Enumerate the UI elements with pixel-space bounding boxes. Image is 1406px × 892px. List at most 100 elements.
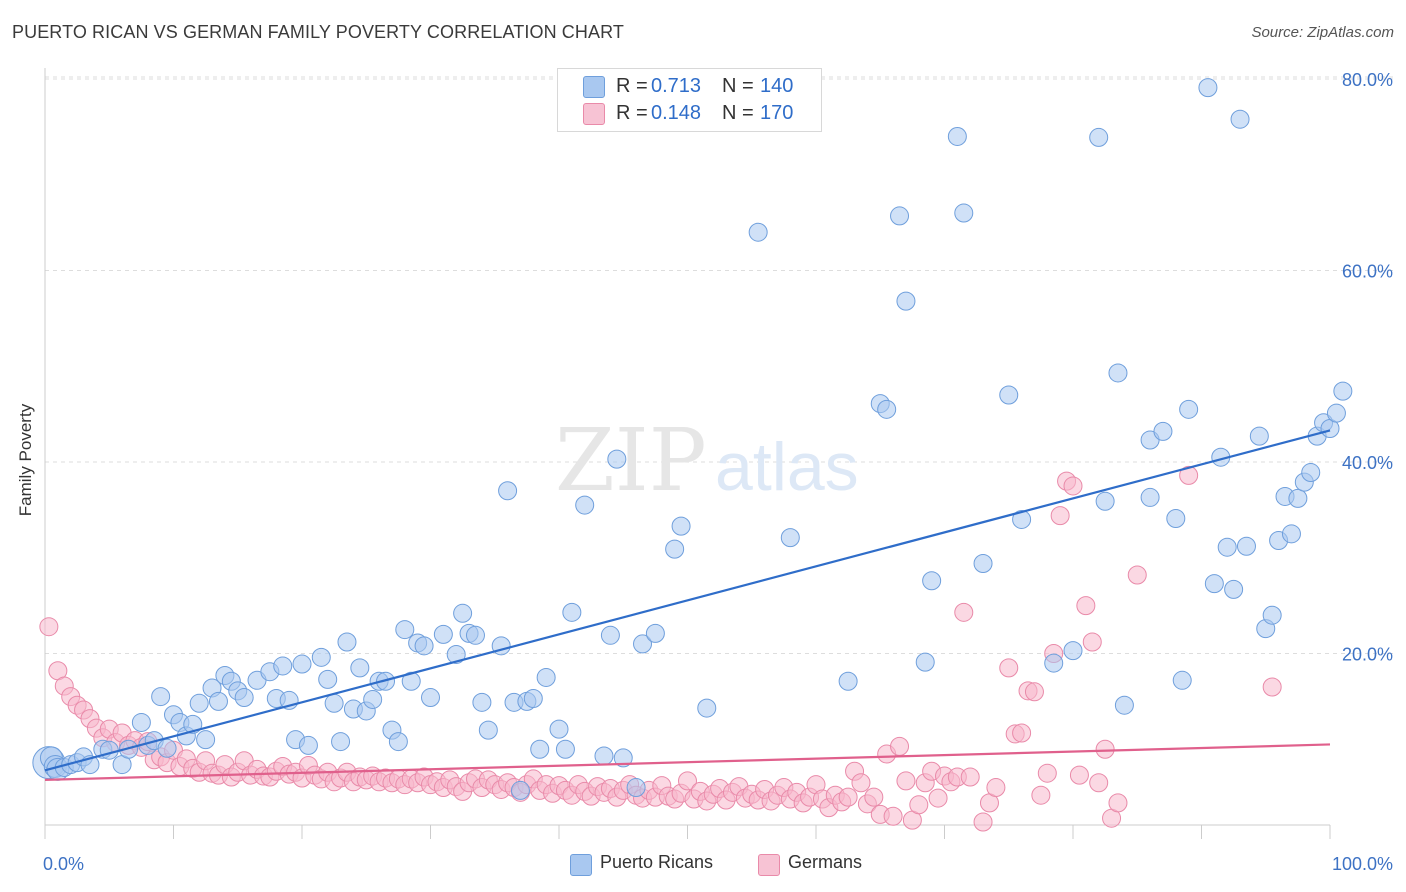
data-point-puerto-ricans (633, 634, 653, 654)
data-point-puerto-ricans (549, 719, 569, 739)
data-point-puerto-ricans (838, 671, 858, 691)
data-point-puerto-ricans (1326, 403, 1346, 423)
data-point-germans (1179, 465, 1199, 485)
y-tick-label: 40.0% (1342, 453, 1393, 473)
data-point-puerto-ricans (1198, 78, 1218, 98)
legend-series: Puerto Ricans Germans (0, 852, 1406, 878)
data-point-germans (864, 787, 884, 807)
data-point-germans (999, 658, 1019, 678)
data-point-puerto-ricans (510, 780, 530, 800)
data-point-puerto-ricans (600, 625, 620, 645)
legend-n-label: N = (722, 102, 754, 124)
legend-r-value: 0.148 (651, 102, 702, 124)
data-point-puerto-ricans (388, 732, 408, 752)
data-point-puerto-ricans (523, 689, 543, 709)
data-point-puerto-ricans (401, 671, 421, 691)
legend-n-value: 140 (760, 75, 794, 97)
data-point-germans (1127, 565, 1147, 585)
data-point-puerto-ricans (1230, 109, 1250, 129)
data-point-puerto-ricans (922, 571, 942, 591)
data-point-germans (928, 788, 948, 808)
trend-lines (44, 429, 1331, 781)
data-point-puerto-ricans (292, 654, 312, 674)
data-point-germans (973, 812, 993, 832)
data-point-germans (896, 771, 916, 791)
data-point-puerto-ricans (999, 385, 1019, 405)
data-point-puerto-ricans (318, 669, 338, 689)
data-point-puerto-ricans (562, 602, 582, 622)
data-point-germans (838, 787, 858, 807)
data-point-puerto-ricans (472, 692, 492, 712)
data-point-puerto-ricans (324, 693, 344, 713)
y-tick-label: 20.0% (1342, 645, 1393, 665)
data-point-puerto-ricans (1301, 463, 1321, 483)
data-point-puerto-ricans (1172, 670, 1192, 690)
data-point-puerto-ricans (594, 746, 614, 766)
y-tick-label: 80.0% (1342, 70, 1393, 90)
legend-swatch-blue (570, 854, 592, 876)
legend-row-germans: R = 0.148 N = 170 (558, 102, 821, 128)
data-point-puerto-ricans (1153, 421, 1173, 441)
data-point-puerto-ricans (1262, 605, 1282, 625)
data-point-puerto-ricans (99, 740, 119, 760)
data-point-germans (954, 602, 974, 622)
y-axis-label-wrap: Family Poverty (6, 360, 46, 560)
y-axis-label: Family Poverty (16, 403, 35, 517)
data-point-puerto-ricans (671, 516, 691, 536)
data-point-puerto-ricans (183, 714, 203, 734)
data-point-puerto-ricans (1217, 537, 1237, 557)
data-point-puerto-ricans (1179, 399, 1199, 419)
legend-n-label: N = (722, 75, 754, 97)
data-point-germans (1050, 506, 1070, 526)
legend-swatch-pink (583, 103, 605, 125)
trend-line-puerto-ricans (44, 429, 1331, 772)
data-point-puerto-ricans (1236, 536, 1256, 556)
data-point-puerto-ricans (1224, 579, 1244, 599)
chart-title: PUERTO RICAN VS GERMAN FAMILY POVERTY CO… (12, 22, 624, 42)
data-point-puerto-ricans (1333, 381, 1353, 401)
germans-points (39, 465, 1282, 832)
data-point-puerto-ricans (196, 730, 216, 750)
data-point-puerto-ricans (1166, 508, 1186, 528)
data-point-puerto-ricans (1204, 574, 1224, 594)
data-point-puerto-ricans (954, 203, 974, 223)
data-point-puerto-ricans (453, 603, 473, 623)
legend-r-label: R = (616, 102, 648, 124)
data-point-puerto-ricans (1044, 653, 1064, 673)
data-point-puerto-ricans (1089, 127, 1109, 147)
data-point-puerto-ricans (1281, 524, 1301, 544)
data-point-puerto-ricans (613, 748, 633, 768)
legend-swatch-blue (583, 76, 605, 98)
data-point-puerto-ricans (896, 291, 916, 311)
legend-swatch-pink (758, 854, 780, 876)
data-point-puerto-ricans (414, 636, 434, 656)
watermark-atlas: atlas (715, 429, 859, 505)
data-point-germans (1082, 632, 1102, 652)
data-point-germans (909, 795, 929, 815)
data-point-puerto-ricans (208, 691, 228, 711)
data-point-germans (1024, 682, 1044, 702)
data-point-puerto-ricans (973, 553, 993, 573)
data-point-puerto-ricans (665, 539, 685, 559)
data-point-germans (851, 773, 871, 793)
data-point-puerto-ricans (478, 720, 498, 740)
data-point-germans (1108, 793, 1128, 813)
data-point-puerto-ricans (607, 449, 627, 469)
data-point-germans (890, 736, 910, 756)
legend-label: Germans (788, 852, 863, 872)
x-tick-label: 0.0% (43, 854, 84, 874)
data-point-puerto-ricans (697, 698, 717, 718)
x-tick-label: 100.0% (1332, 854, 1393, 874)
data-point-germans (1012, 723, 1032, 743)
source-label: Source: ZipAtlas.com (1251, 24, 1394, 41)
y-tick-label: 60.0% (1342, 262, 1393, 282)
data-point-puerto-ricans (131, 712, 151, 732)
data-point-puerto-ricans (395, 620, 415, 640)
data-point-puerto-ricans (337, 632, 357, 652)
data-point-puerto-ricans (555, 739, 575, 759)
data-point-puerto-ricans (498, 481, 518, 501)
legend-r-value: 0.713 (651, 75, 702, 97)
data-point-puerto-ricans (1108, 363, 1128, 383)
data-point-germans (1076, 596, 1096, 616)
data-point-puerto-ricans (234, 688, 254, 708)
